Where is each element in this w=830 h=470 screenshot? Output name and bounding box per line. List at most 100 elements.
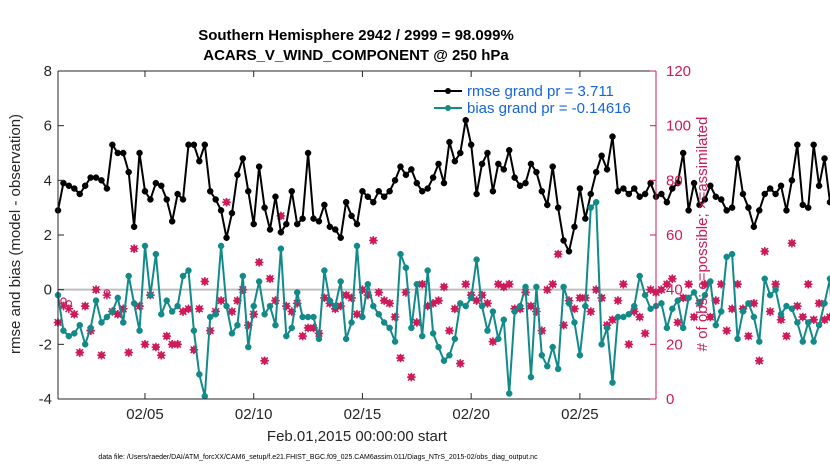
- bias-point: [533, 283, 540, 291]
- obs-assimilated-marker: [276, 211, 286, 221]
- rmse-point: [168, 218, 176, 225]
- bias-point: [544, 362, 551, 370]
- rmse-point: [81, 182, 89, 190]
- obs-assimilated-marker: [184, 304, 193, 314]
- y-tick-label: -2: [39, 336, 52, 353]
- obs-assimilated-marker: [412, 318, 422, 327]
- obs-assimilated-marker: [216, 296, 226, 305]
- legend-rmse-marker: [445, 88, 451, 94]
- rmse-point: [772, 190, 779, 198]
- rmse-point: [337, 234, 344, 241]
- bias-point: [92, 297, 100, 304]
- obs-assimilated-marker: [271, 296, 280, 305]
- bias-point: [212, 311, 219, 318]
- rmse-line: [57, 119, 830, 255]
- bias-point: [435, 343, 442, 351]
- y-tick-label: 6: [44, 118, 52, 135]
- bias-point: [565, 300, 573, 307]
- bias-point: [766, 291, 774, 299]
- obs-assimilated-marker: [635, 312, 644, 322]
- obs-assimilated-marker: [129, 244, 139, 253]
- bias-point: [87, 324, 94, 332]
- bias-point: [821, 300, 828, 307]
- bias-point: [174, 302, 181, 310]
- obs-assimilated-marker: [814, 299, 824, 308]
- obs-assimilated-marker: [363, 290, 373, 300]
- bias-point: [745, 300, 752, 307]
- obs-assimilated-marker: [673, 318, 683, 327]
- rmse-point: [76, 190, 83, 198]
- obs-assimilated-marker: [439, 282, 449, 292]
- rmse-point: [669, 185, 676, 192]
- rmse-point: [587, 190, 595, 198]
- bias-point: [141, 242, 149, 250]
- obs-assimilated-marker: [189, 345, 199, 355]
- obs-assimilated-marker: [385, 299, 394, 308]
- bias-point: [223, 302, 230, 310]
- bias-point: [342, 335, 350, 343]
- obs-assimilated-marker: [298, 331, 307, 341]
- rmse-point: [783, 207, 790, 214]
- rmse-point: [413, 179, 421, 187]
- rmse-point: [359, 188, 366, 195]
- y-tick-label: 2: [44, 227, 52, 244]
- obs-assimilated-marker: [793, 301, 802, 311]
- rmse-point: [473, 190, 480, 198]
- obs-assimilated-marker: [542, 285, 552, 294]
- obs-assimilated-marker: [749, 299, 759, 308]
- obs-assimilated-marker: [309, 323, 318, 333]
- obs-assimilated-marker: [91, 285, 101, 294]
- rmse-point: [821, 155, 828, 162]
- obs-assimilated-marker: [118, 304, 128, 314]
- obs-assimilated-marker: [765, 307, 775, 316]
- bias-point: [326, 297, 334, 304]
- rmse-point: [228, 209, 236, 217]
- bias-point: [310, 313, 317, 321]
- bias-point: [511, 308, 518, 315]
- bias-point: [185, 267, 192, 274]
- x-tick-label: 02/25: [561, 406, 599, 423]
- y-right-tick-label: 100: [666, 118, 691, 135]
- bias-point: [370, 302, 377, 310]
- rmse-point: [272, 193, 279, 200]
- bias-point: [119, 319, 127, 326]
- bias-point: [815, 321, 823, 329]
- bias-point: [359, 313, 366, 321]
- rmse-point: [375, 188, 382, 195]
- y-right-tick-label: 60: [666, 227, 683, 244]
- bias-point: [750, 313, 758, 321]
- bias-point: [196, 371, 203, 378]
- obs-assimilated-marker: [173, 340, 182, 349]
- rmse-point: [440, 179, 448, 187]
- bias-point: [277, 245, 285, 252]
- bias-point: [658, 300, 665, 307]
- obs-assimilated-marker: [450, 304, 460, 314]
- rmse-point: [631, 185, 638, 192]
- rmse-point: [288, 188, 296, 195]
- rmse-point: [799, 201, 807, 209]
- obs-assimilated-marker: [575, 293, 585, 303]
- bias-point: [272, 321, 279, 329]
- obs-assimilated-marker: [722, 326, 731, 335]
- rmse-point: [293, 220, 301, 228]
- bias-point: [587, 204, 595, 211]
- rmse-point: [402, 171, 410, 179]
- obs-assimilated-marker: [282, 301, 291, 311]
- bias-point: [109, 308, 116, 315]
- rmse-point: [777, 182, 785, 190]
- rmse-point: [353, 220, 361, 228]
- bias-point: [734, 335, 741, 343]
- bias-point: [516, 302, 524, 310]
- bias-point: [696, 300, 703, 307]
- bias-point: [685, 294, 692, 302]
- rmse-point: [478, 160, 486, 168]
- bias-point: [380, 319, 388, 326]
- bias-point: [598, 341, 605, 348]
- rmse-point: [92, 174, 100, 181]
- bias-point: [391, 338, 399, 345]
- rmse-point: [723, 207, 730, 214]
- y-tick-label: 0: [44, 282, 52, 299]
- bias-point: [429, 330, 437, 337]
- bias-point: [81, 341, 89, 348]
